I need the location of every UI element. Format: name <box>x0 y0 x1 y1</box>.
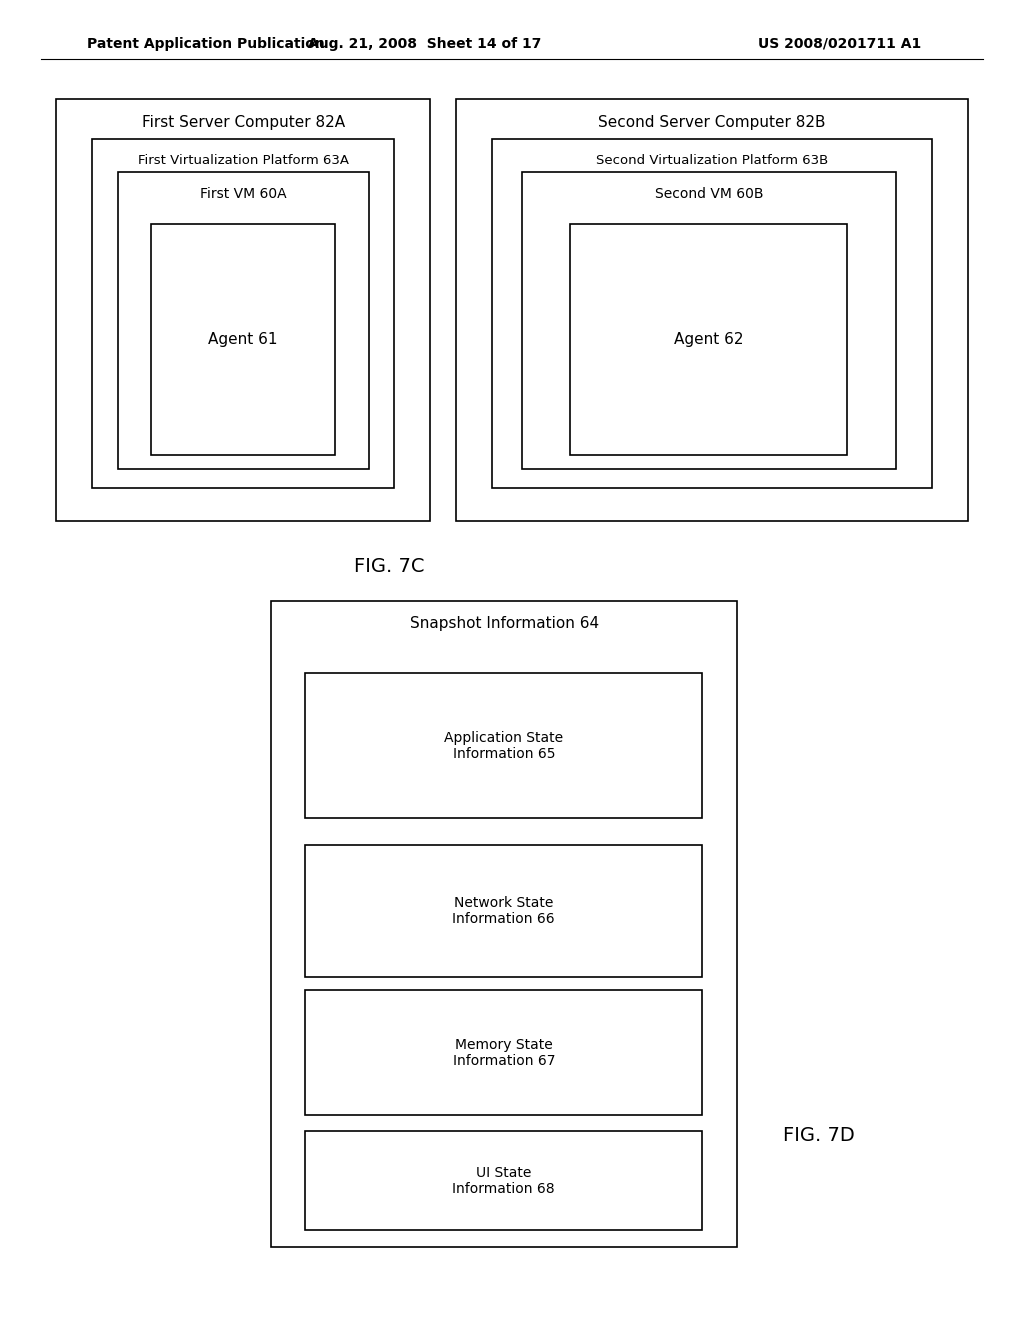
Bar <box>56 99 430 521</box>
Bar <box>92 139 394 488</box>
Text: Second Virtualization Platform 63B: Second Virtualization Platform 63B <box>596 154 827 168</box>
Bar <box>305 673 702 818</box>
Text: Agent 61: Agent 61 <box>208 333 278 347</box>
Bar <box>492 139 932 488</box>
Text: First VM 60A: First VM 60A <box>200 187 287 202</box>
Text: First Virtualization Platform 63A: First Virtualization Platform 63A <box>137 154 349 168</box>
Bar <box>305 845 702 977</box>
Text: Memory State
Information 67: Memory State Information 67 <box>453 1038 555 1068</box>
Bar <box>151 224 335 455</box>
Text: Network State
Information 66: Network State Information 66 <box>453 896 555 925</box>
Text: First Server Computer 82A: First Server Computer 82A <box>141 115 345 129</box>
Text: Application State
Information 65: Application State Information 65 <box>444 731 563 760</box>
Bar <box>305 990 702 1115</box>
Text: Snapshot Information 64: Snapshot Information 64 <box>410 616 599 631</box>
Text: FIG. 7D: FIG. 7D <box>783 1126 855 1144</box>
Bar <box>271 601 737 1247</box>
Text: FIG. 7C: FIG. 7C <box>354 557 424 576</box>
Text: US 2008/0201711 A1: US 2008/0201711 A1 <box>759 37 922 50</box>
Bar <box>305 1131 702 1230</box>
Bar <box>522 172 896 469</box>
Bar <box>118 172 369 469</box>
Text: Second VM 60B: Second VM 60B <box>655 187 763 202</box>
Text: Agent 62: Agent 62 <box>674 333 743 347</box>
Text: Patent Application Publication: Patent Application Publication <box>87 37 325 50</box>
Bar <box>570 224 847 455</box>
Bar <box>456 99 968 521</box>
Text: Second Server Computer 82B: Second Server Computer 82B <box>598 115 825 129</box>
Text: Aug. 21, 2008  Sheet 14 of 17: Aug. 21, 2008 Sheet 14 of 17 <box>308 37 542 50</box>
Text: UI State
Information 68: UI State Information 68 <box>453 1166 555 1196</box>
